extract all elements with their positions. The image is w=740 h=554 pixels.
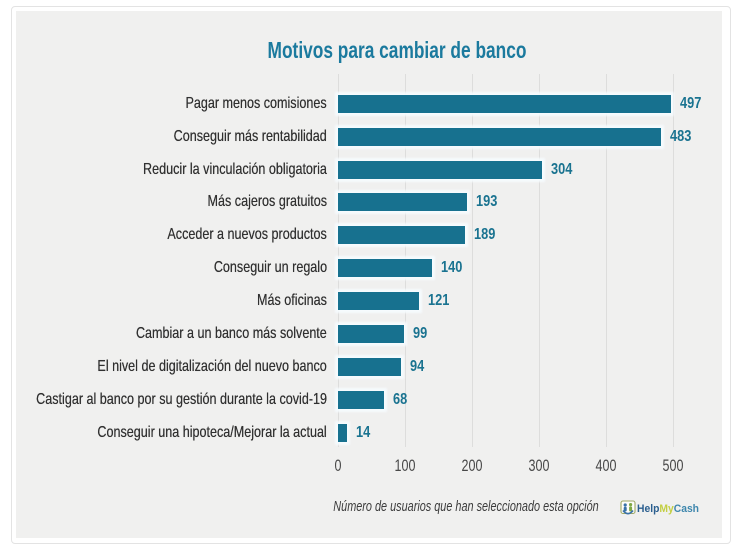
svg-text:HelpMyCash: HelpMyCash [637,503,699,515]
